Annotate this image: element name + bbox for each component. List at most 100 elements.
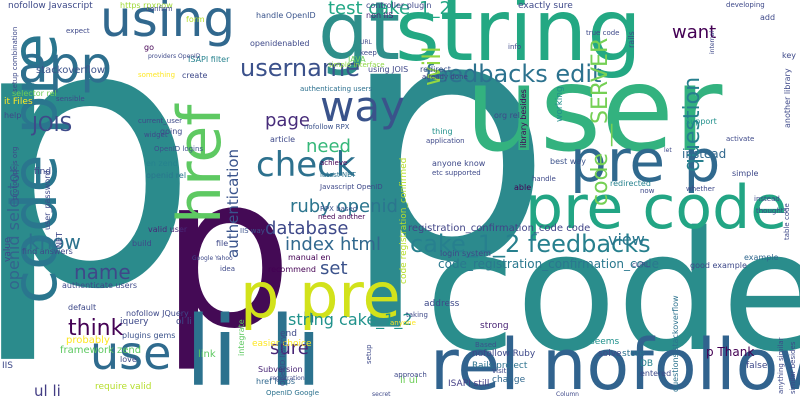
word: index html — [285, 234, 381, 255]
word: questions stackoverflow — [671, 295, 680, 392]
word: working — [555, 86, 565, 122]
word: authenticating users — [300, 85, 373, 93]
word: database — [265, 218, 349, 239]
word: href https — [256, 377, 296, 386]
word: think — [68, 316, 124, 341]
word: code — [425, 196, 800, 388]
word: now — [640, 187, 655, 195]
word: string cake_1_2 — [288, 310, 413, 329]
word: know — [28, 230, 81, 254]
word: something — [138, 71, 176, 79]
word: library besides — [519, 89, 528, 148]
word: find answers — [22, 247, 73, 256]
word: etc supported — [432, 169, 481, 177]
word: sure — [270, 338, 309, 359]
word: recommend — [268, 265, 316, 274]
word: stackoverflow — [36, 65, 106, 76]
word: application — [426, 137, 465, 145]
word: go — [144, 43, 154, 52]
word: expect — [66, 27, 90, 35]
word: want — [672, 22, 717, 43]
word: internal — [709, 30, 716, 54]
word: taking — [406, 311, 428, 319]
word: set — [320, 258, 348, 279]
word: pre p — [570, 127, 721, 195]
word: username — [240, 54, 360, 82]
word: widget — [144, 131, 168, 139]
word: Subversion — [258, 365, 303, 374]
word: thoughts — [756, 207, 788, 215]
word: handle OpenID — [256, 11, 316, 20]
word: framework zend — [60, 345, 142, 356]
word: require valid — [95, 382, 152, 392]
word: support — [686, 117, 717, 126]
word: test cake_1_2 — [328, 0, 451, 19]
word: p — [0, 0, 200, 370]
word: anything similar — [777, 337, 785, 394]
word: feedbacks edit — [425, 60, 602, 88]
word: link — [198, 349, 216, 360]
word: using — [100, 0, 236, 48]
word: cake_1_2 feedbacks — [410, 230, 651, 258]
word: user_password — [43, 170, 52, 230]
word: ol li — [176, 317, 192, 327]
word: build — [132, 239, 152, 248]
word: code registration_confirmed — [399, 157, 409, 284]
word: similar besides — [789, 341, 797, 394]
word: OpenID logins — [154, 145, 204, 153]
word: entered — [640, 369, 672, 378]
word: p — [340, 0, 553, 337]
word: NET — [55, 232, 64, 248]
word: nofollow Javascript — [8, 1, 93, 11]
word: RPX based — [320, 205, 358, 213]
word: OpenID Google — [266, 389, 320, 397]
word: anyone know — [432, 159, 486, 168]
word: registration_confirmation_code code — [408, 223, 591, 234]
word: prototypejs org — [11, 146, 19, 200]
word: selector rel — [12, 89, 57, 98]
word: visit — [492, 367, 507, 375]
word: need — [306, 136, 351, 157]
word: name — [74, 260, 131, 284]
word: providers OpenID — [148, 53, 201, 60]
word: find — [34, 167, 52, 177]
word: end — [280, 329, 297, 339]
word: login system — [440, 249, 491, 258]
word: simple interface — [328, 61, 385, 69]
word: change — [492, 375, 526, 385]
word: another library — [783, 68, 792, 128]
word: p Thank — [706, 345, 755, 359]
word: code __SERVER — [588, 37, 613, 206]
word: controller plugin — [366, 1, 432, 10]
word: Javascript OpenID — [320, 183, 383, 191]
word: handle — [532, 175, 556, 183]
word: authenticate users — [62, 281, 138, 290]
word: current_user — [138, 117, 183, 125]
word: rel nofollow — [430, 324, 800, 400]
word: li ul — [400, 375, 418, 386]
word: ISAPI filter — [188, 55, 230, 64]
word: true code — [586, 29, 620, 37]
word: example — [744, 253, 779, 262]
word: probably — [66, 335, 110, 346]
word: user — [465, 40, 723, 178]
word: ISAPI still — [448, 379, 490, 389]
word: add — [760, 13, 776, 22]
word: exactly sure — [518, 1, 573, 11]
word: check — [256, 145, 356, 185]
word: IIS way — [240, 227, 265, 235]
word: use — [90, 326, 172, 380]
word: false — [746, 361, 768, 371]
word: sensible — [56, 95, 85, 103]
word: ul li — [34, 382, 61, 400]
word: article — [270, 135, 296, 144]
word: address — [424, 299, 460, 309]
word: able — [514, 183, 532, 192]
word: approach — [394, 371, 427, 379]
word: p — [160, 130, 294, 375]
word: store — [622, 349, 645, 359]
word: create — [182, 71, 208, 80]
word: code_registration_confirmation_code — [438, 257, 659, 271]
word: openidenabled — [250, 39, 310, 48]
